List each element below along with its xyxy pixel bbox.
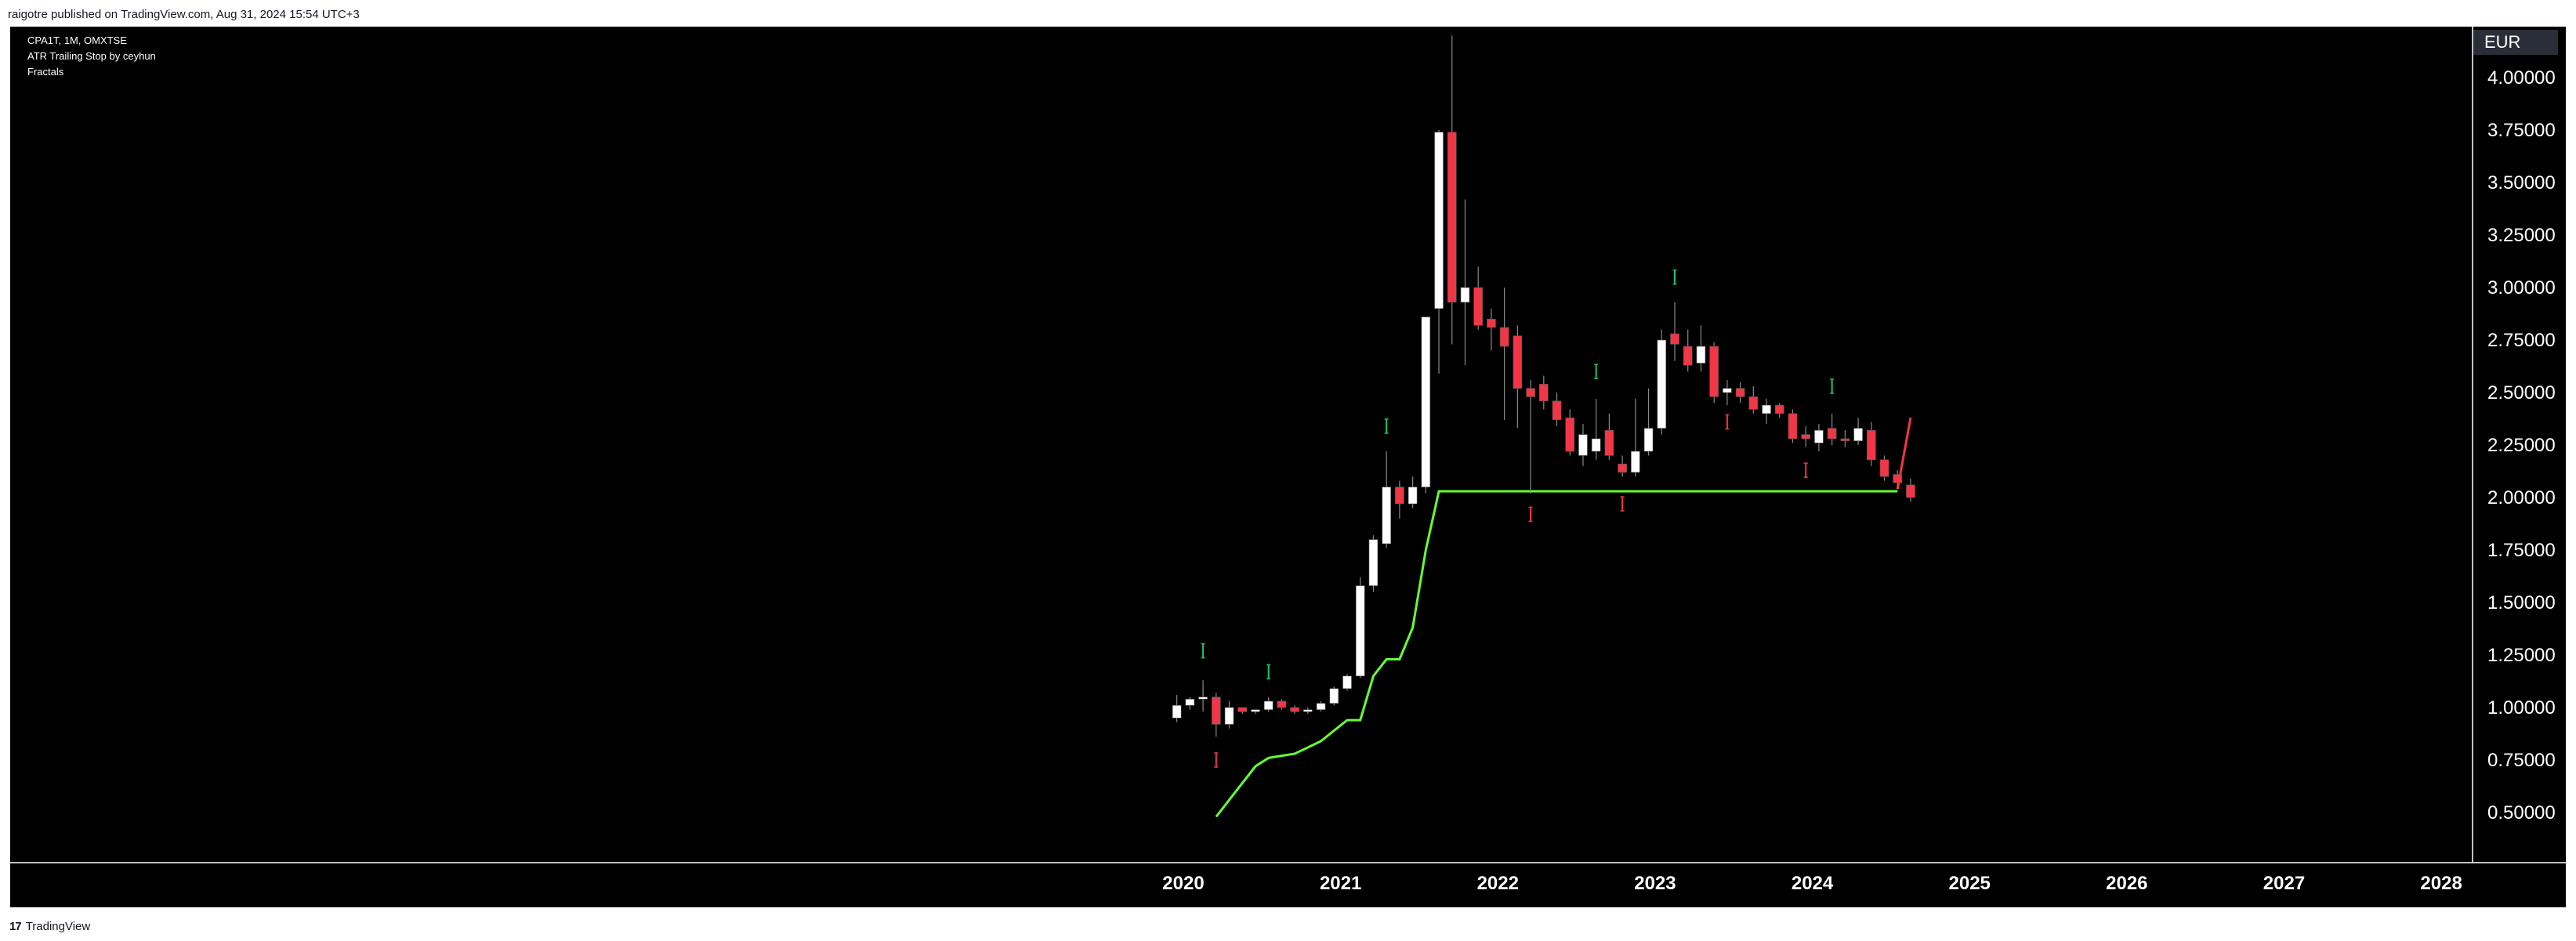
bear-candle <box>1447 132 1457 303</box>
footer-brand[interactable]: TradingView <box>25 919 91 933</box>
bull-candle <box>1342 675 1352 689</box>
bear-candle <box>1879 459 1889 477</box>
bear-candle <box>1840 438 1850 441</box>
atr-trailing-stop-line <box>1215 490 1898 818</box>
bull-candle <box>1382 487 1391 545</box>
bear-candle <box>1748 396 1759 410</box>
y-tick-label: 1.25000 <box>2487 645 2556 666</box>
bear-candle <box>1539 383 1549 402</box>
bear-candle <box>1867 429 1876 461</box>
bull-candle <box>1657 339 1667 429</box>
bull-candle <box>1814 429 1824 443</box>
x-tick-label: 2020 <box>1162 873 1204 894</box>
y-tick-label: 2.25000 <box>2487 435 2556 456</box>
y-tick-label: 0.50000 <box>2487 802 2556 823</box>
currency-label[interactable]: EUR <box>2473 30 2558 55</box>
bear-candle <box>1893 474 1903 483</box>
bull-candle <box>1355 585 1365 677</box>
y-tick-label: 3.75000 <box>2487 120 2556 141</box>
bear-candle <box>1670 333 1679 345</box>
y-tick-label: 2.75000 <box>2487 330 2556 351</box>
bull-candle <box>1251 709 1260 712</box>
fractals-indicator-legend[interactable]: Fractals <box>27 66 64 78</box>
bear-candle <box>1683 346 1693 366</box>
bull-candle <box>1696 346 1706 364</box>
x-tick-label: 2024 <box>1792 873 1834 894</box>
y-tick-label: 2.50000 <box>2487 382 2556 404</box>
bear-candle <box>1552 400 1562 421</box>
atr-indicator-legend[interactable]: ATR Trailing Stop by ceyhun <box>27 50 156 62</box>
bear-candle <box>1290 707 1299 712</box>
x-tick-label: 2021 <box>1320 873 1361 894</box>
bull-candle <box>1762 404 1771 414</box>
bull-candle <box>1723 388 1732 393</box>
bull-candle <box>1263 700 1274 710</box>
bear-candle <box>1774 404 1784 414</box>
bull-candle <box>1578 434 1588 456</box>
bear-candle <box>1565 417 1575 452</box>
bear-candle <box>1906 484 1915 498</box>
bull-candle <box>1591 438 1601 452</box>
y-tick-label: 1.00000 <box>2487 697 2556 718</box>
bull-candle <box>1853 428 1863 441</box>
x-tick-label: 2023 <box>1634 873 1676 894</box>
bull-candle <box>1631 451 1640 473</box>
bear-candle <box>1277 700 1287 708</box>
bull-candle <box>1316 703 1326 710</box>
bull-candle <box>1172 705 1182 718</box>
bear-candle <box>1735 388 1745 397</box>
bull-candle <box>1185 698 1195 706</box>
bull-candle <box>1303 709 1313 712</box>
bull-candle <box>1368 539 1379 586</box>
bear-candle <box>1487 318 1496 328</box>
bull-candle <box>1408 487 1418 505</box>
publisher-line: raigotre published on TradingView.com, A… <box>8 8 360 21</box>
y-tick-label: 3.00000 <box>2487 277 2556 299</box>
bear-candle <box>1499 327 1509 347</box>
tradingview-logo-icon[interactable]: 17 <box>9 919 22 933</box>
bear-candle <box>1827 428 1837 440</box>
bear-candle <box>1526 388 1535 397</box>
y-tick-label: 1.50000 <box>2487 592 2556 613</box>
candlestick-chart[interactable]: 0.50000 0.75000 1.00000 1.25000 1.50000 1.750… <box>10 27 2566 907</box>
x-tick-label: 2027 <box>2263 873 2305 894</box>
x-tick-label: 2028 <box>2420 873 2462 894</box>
y-tick-label: 4.00000 <box>2487 67 2556 89</box>
bear-candle <box>1473 287 1483 326</box>
bull-candle <box>1329 688 1339 704</box>
bear-candle <box>1709 346 1719 397</box>
bear-candle <box>1513 335 1523 389</box>
y-tick-label: 3.50000 <box>2487 172 2556 194</box>
footer: 17 TradingView <box>9 915 90 937</box>
bear-candle <box>1604 429 1614 456</box>
y-tick-label: 2.00000 <box>2487 487 2556 509</box>
y-tick-label: 0.75000 <box>2487 750 2556 771</box>
bear-candle <box>1788 413 1798 440</box>
y-tick-label: 3.25000 <box>2487 225 2556 246</box>
y-tick-label: 1.75000 <box>2487 540 2556 561</box>
x-tick-label: 2025 <box>1949 873 1991 894</box>
chart-area[interactable]: 0.50000 0.75000 1.00000 1.25000 1.50000 1.750… <box>10 27 2566 907</box>
bull-candle <box>1224 707 1234 725</box>
bull-candle <box>1434 132 1444 309</box>
bear-candle <box>1237 707 1248 712</box>
bear-candle <box>1395 487 1404 505</box>
symbol-legend[interactable]: CPA1T, 1M, OMXTSE <box>27 34 127 46</box>
bull-candle <box>1643 428 1654 452</box>
bull-candle <box>1198 697 1208 700</box>
x-tick-label: 2022 <box>1477 873 1519 894</box>
x-tick-label: 2026 <box>2106 873 2147 894</box>
bull-candle <box>1421 317 1431 487</box>
bear-candle <box>1212 697 1221 725</box>
bear-candle <box>1618 463 1627 473</box>
bull-candle <box>1460 287 1470 303</box>
bear-candle <box>1801 434 1810 440</box>
